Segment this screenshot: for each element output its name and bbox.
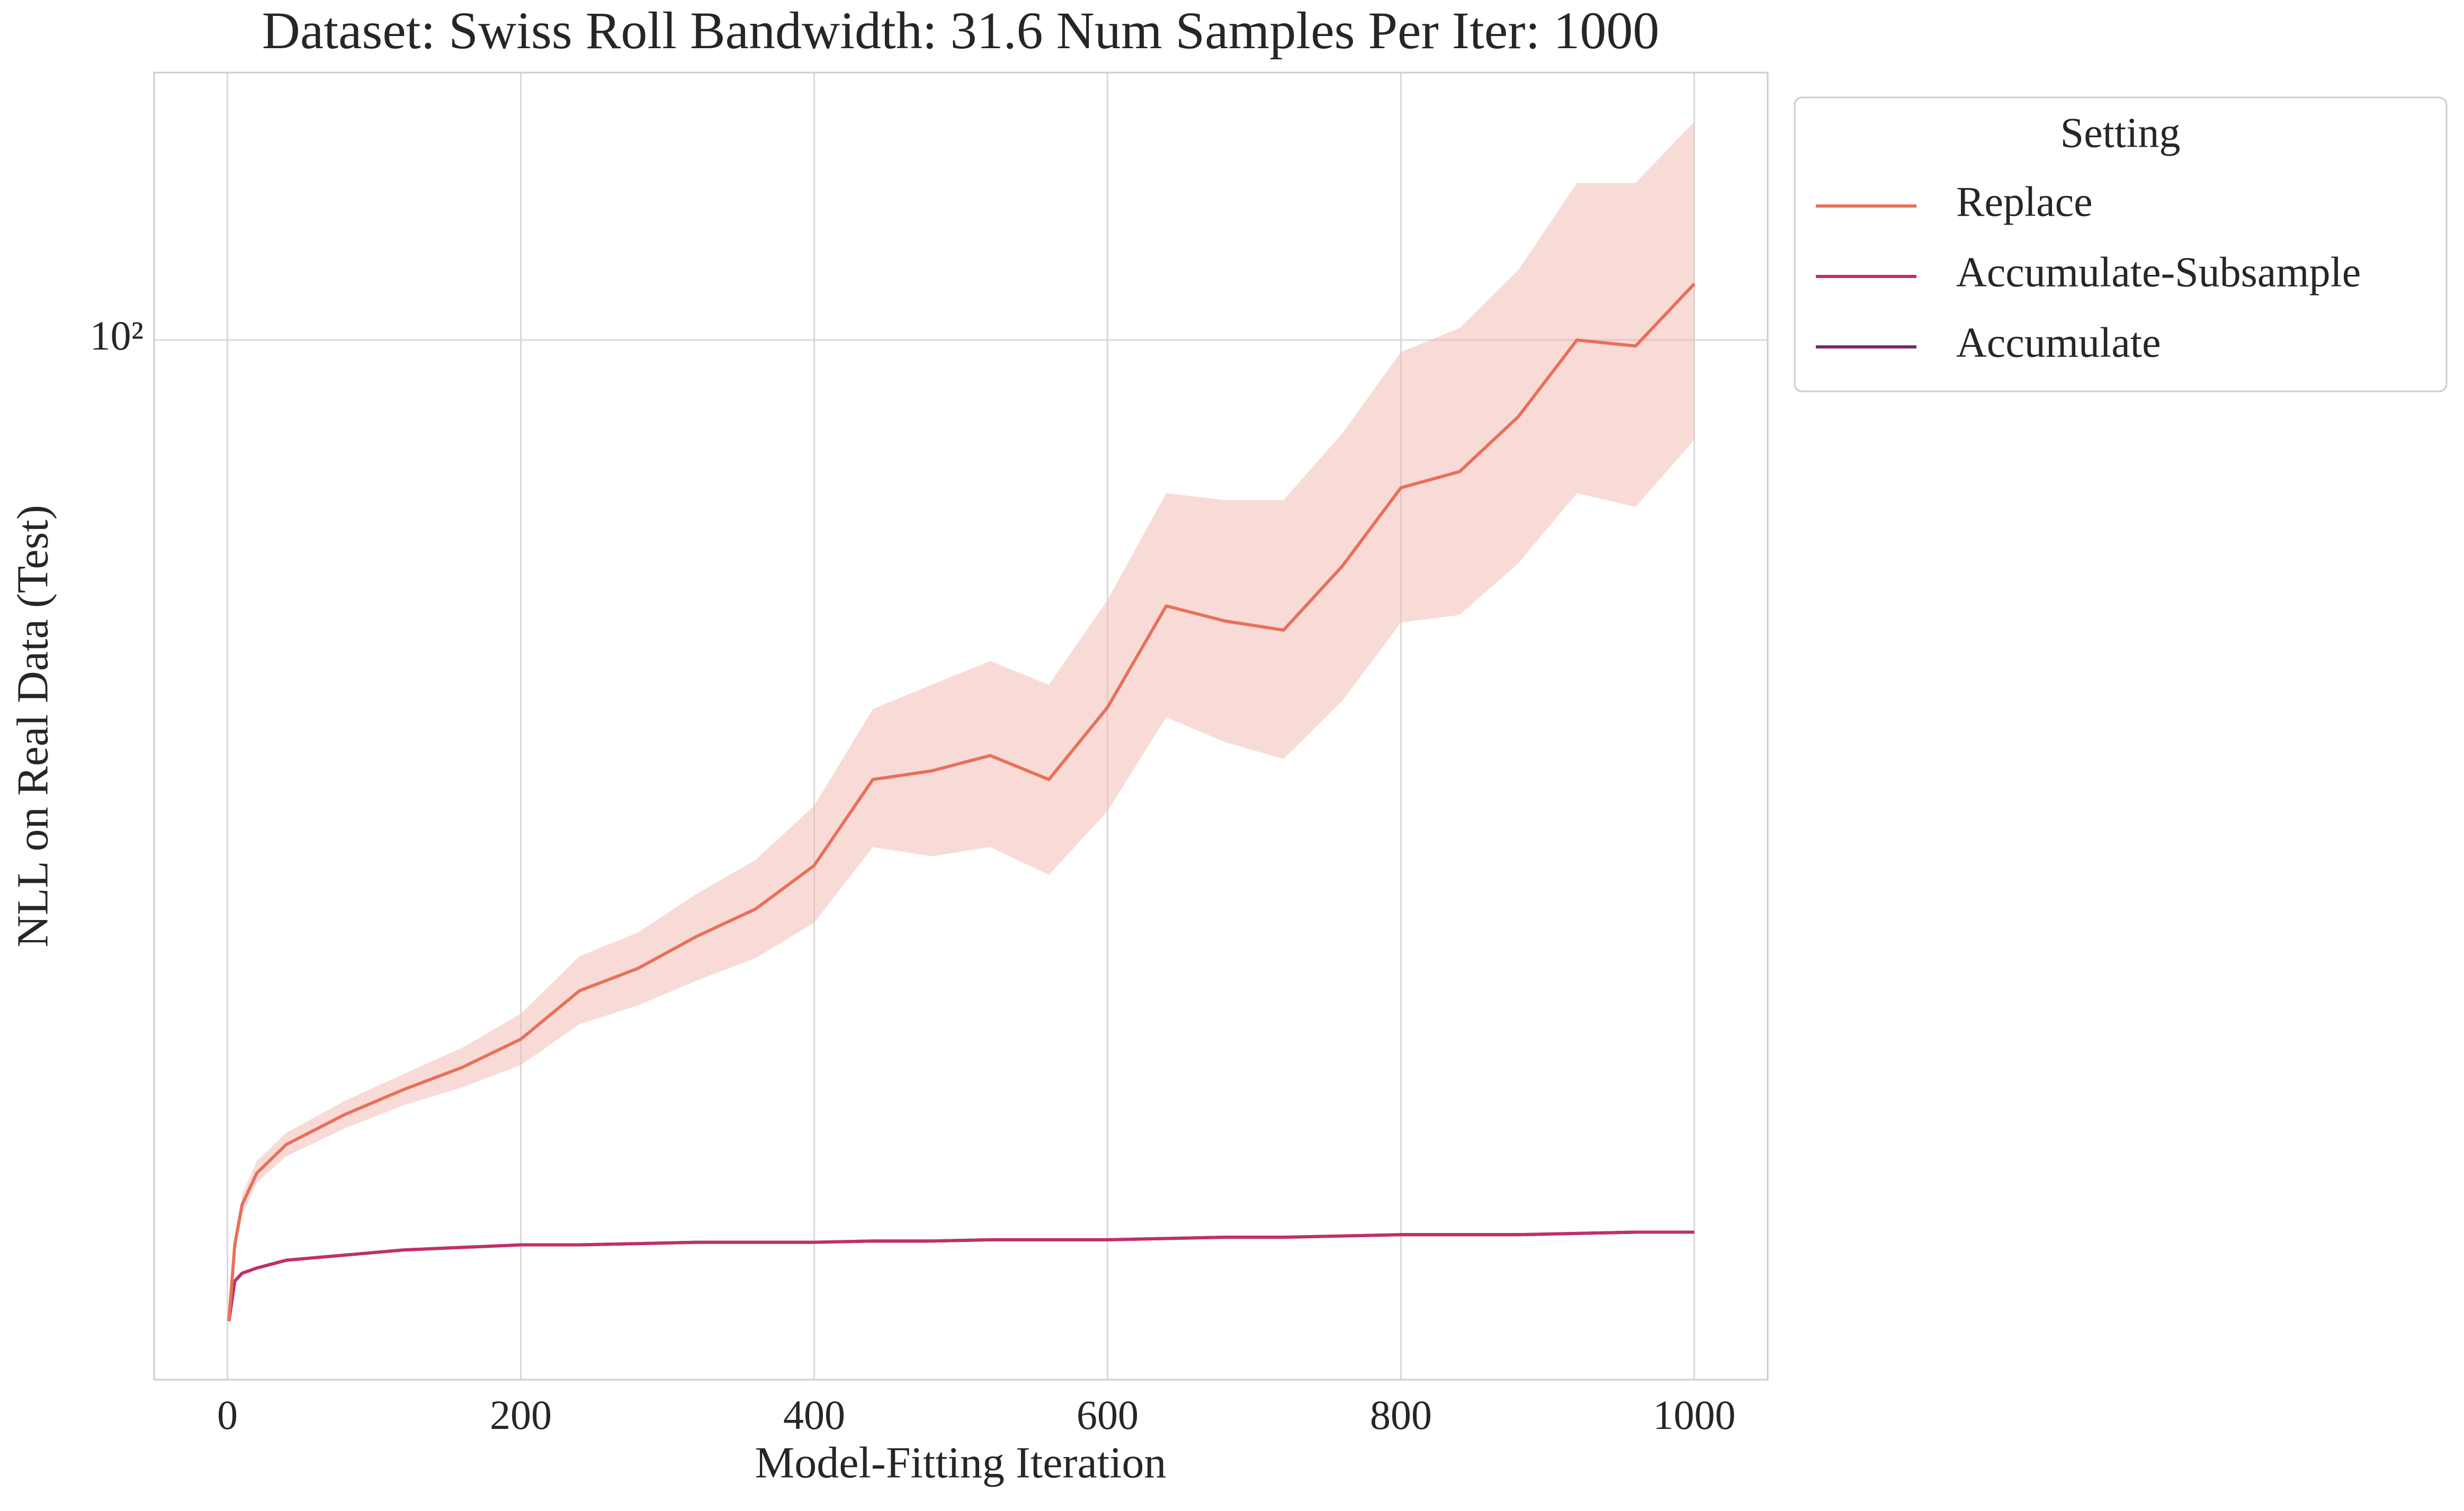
x-tick-label: 800 xyxy=(1370,1392,1432,1438)
legend-label: Accumulate-Subsample xyxy=(1956,249,2361,296)
chart-title: Dataset: Swiss Roll Bandwidth: 31.6 Num … xyxy=(262,1,1660,60)
legend-label: Accumulate xyxy=(1956,319,2161,366)
series-line xyxy=(227,282,1696,1321)
legend-title: Setting xyxy=(2060,110,2181,156)
x-tick-label: 0 xyxy=(217,1392,238,1438)
legend-label: Replace xyxy=(1956,178,2093,225)
y-tick-label: 10² xyxy=(90,312,144,359)
x-tick-label: 600 xyxy=(1077,1392,1139,1438)
confidence-band xyxy=(229,121,1695,1327)
x-tick-label: 400 xyxy=(783,1392,845,1438)
x-tick-label: 1000 xyxy=(1653,1392,1736,1438)
legend-box xyxy=(1794,96,2448,392)
x-axis-label: Model-Fitting Iteration xyxy=(755,1438,1167,1487)
y-axis-label: NLL on Real Data (Test) xyxy=(8,505,57,947)
series-line xyxy=(227,1230,1695,1322)
x-tick-label: 200 xyxy=(490,1392,552,1438)
plot-frame xyxy=(153,71,1769,1381)
series-line xyxy=(227,1230,1695,1322)
